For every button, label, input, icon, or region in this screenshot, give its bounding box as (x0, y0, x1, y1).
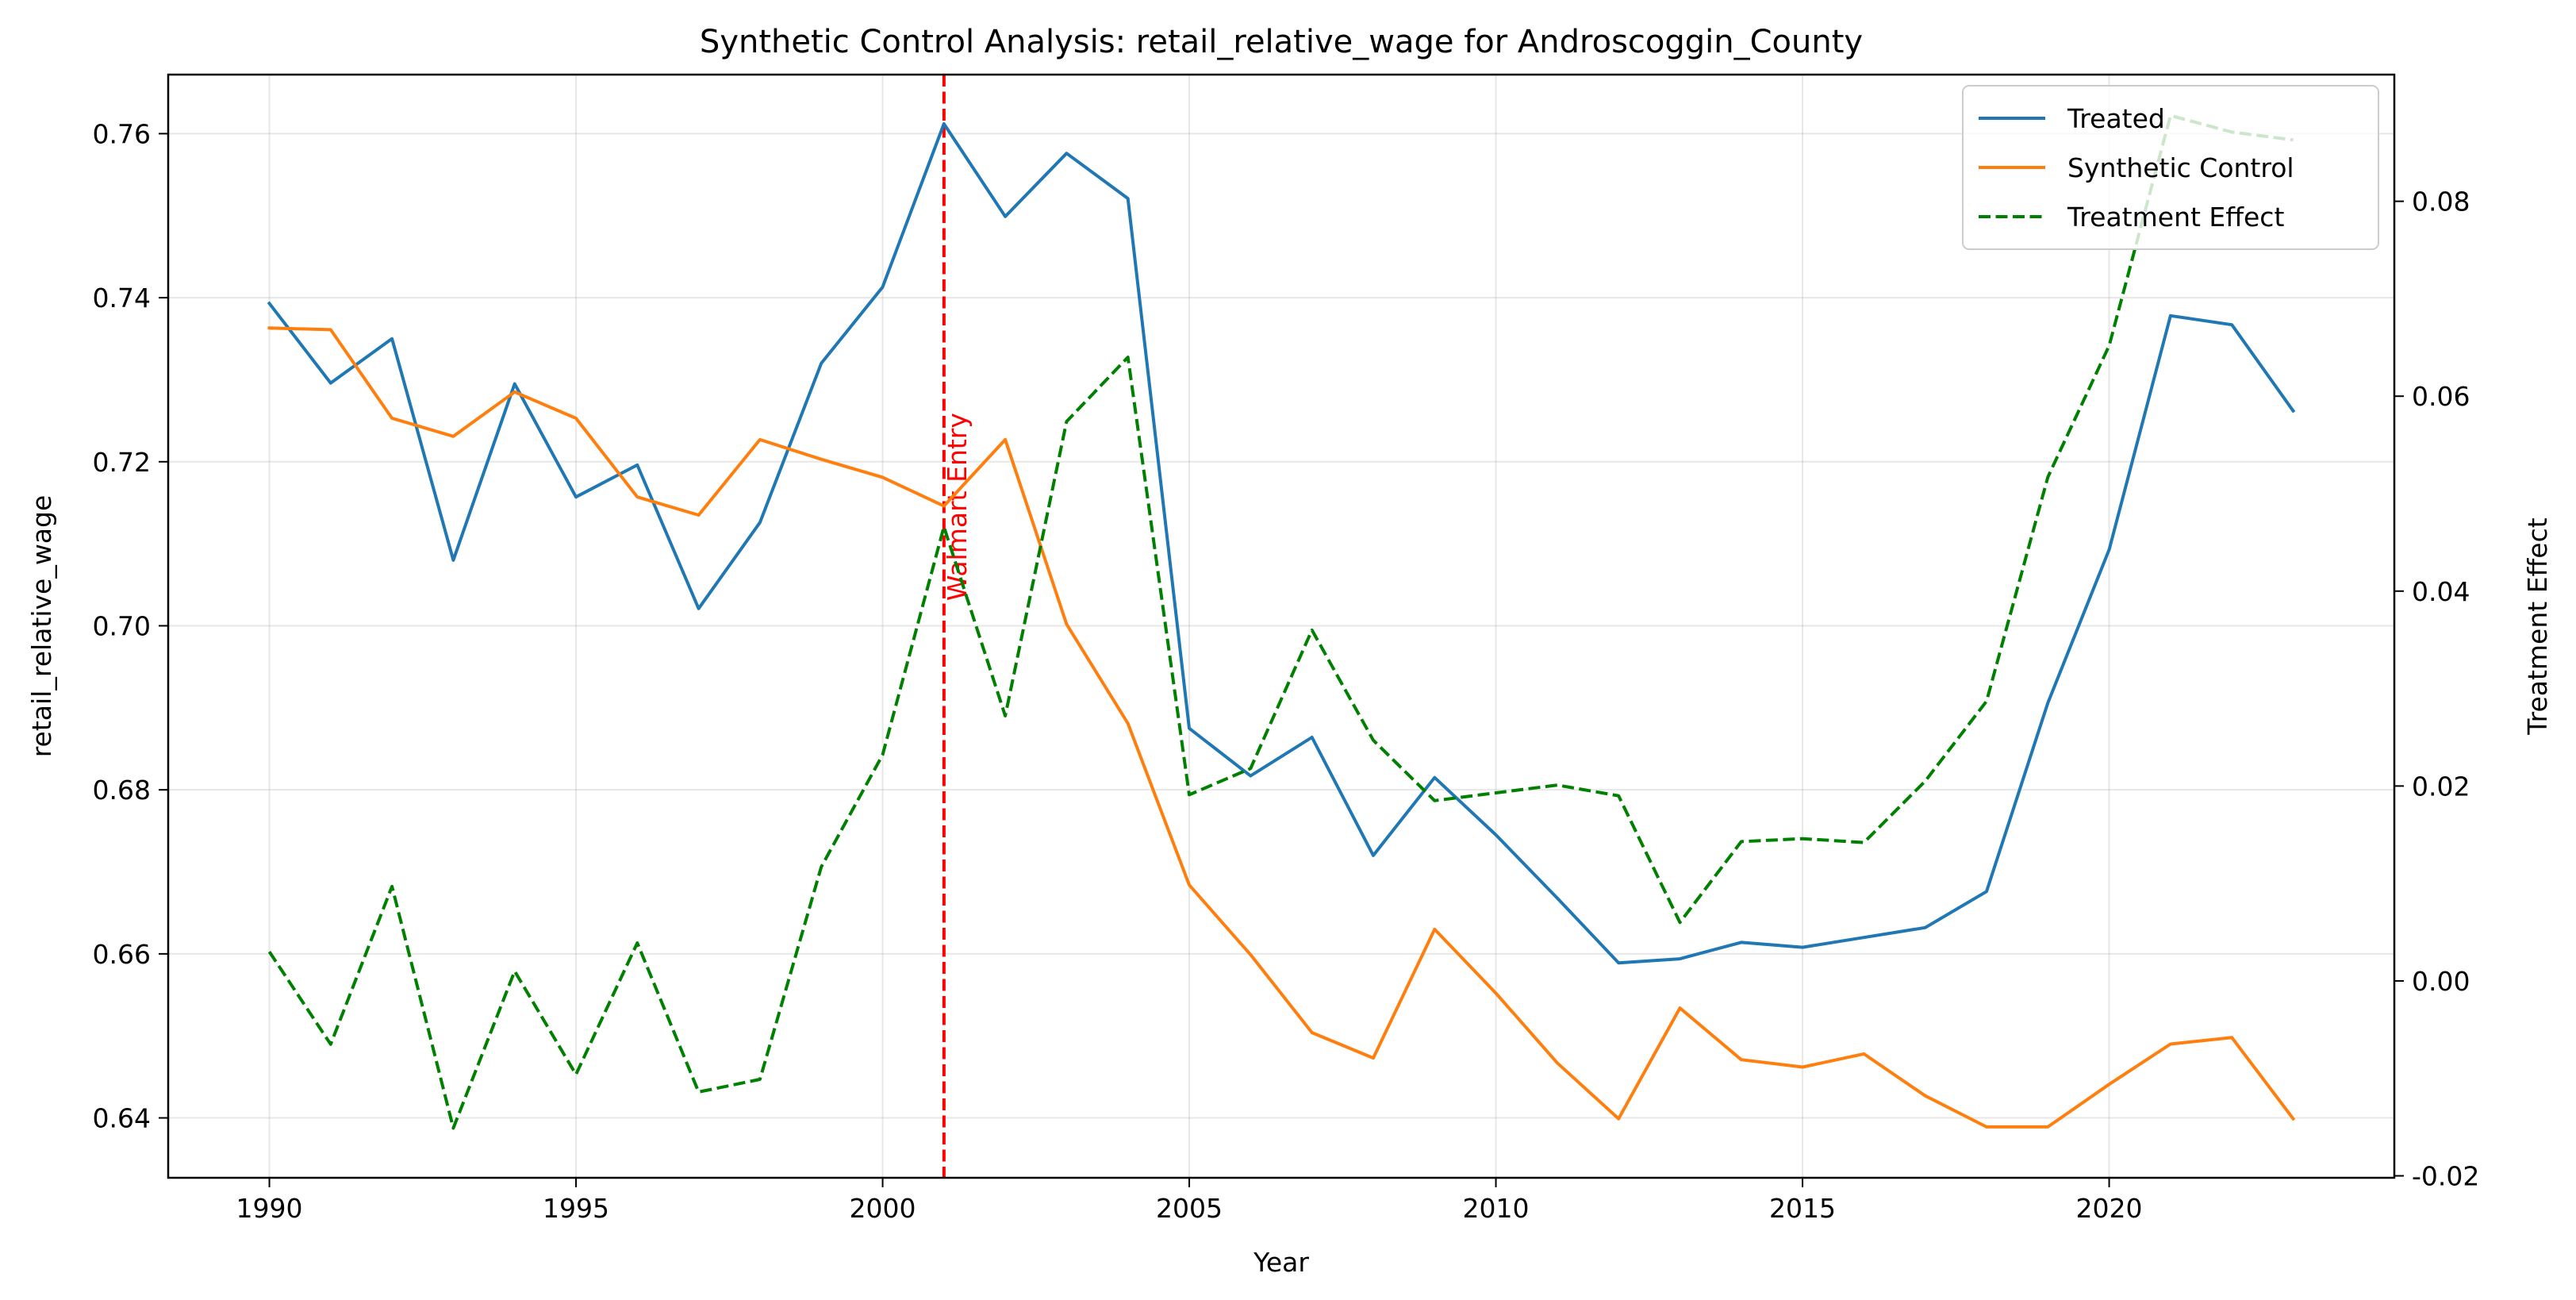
legend: Treated Synthetic Control Treatment Effect (1962, 85, 2379, 250)
y2-tick-label: -0.02 (2412, 1161, 2479, 1192)
axes: 1990 1995 2000 2005 2010 2015 2020 0.64 0.66 0.68… (93, 118, 2480, 1224)
y2-tick-label: 0.04 (2412, 576, 2470, 607)
y2-axis-label: Treatment Effect (2522, 517, 2553, 735)
y-tick-label: 0.66 (93, 939, 151, 970)
y2-tick-label: 0.02 (2412, 771, 2470, 802)
chart-title: Synthetic Control Analysis: retail_relat… (700, 24, 1863, 60)
legend-item-label: Treatment Effect (2067, 202, 2284, 233)
x-axis-label: Year (1253, 1247, 1309, 1278)
series-lines (267, 113, 2296, 1130)
legend-box (1962, 85, 2379, 250)
y-tick-label: 0.72 (93, 447, 151, 478)
x-tick-label: 1995 (543, 1193, 609, 1224)
legend-item-label: Synthetic Control (2067, 152, 2294, 183)
series-line-treatment-effect (267, 113, 2294, 1130)
x-tick-label: 2020 (2076, 1193, 2143, 1224)
y2-tick-label: 0.00 (2412, 966, 2470, 997)
walmart-entry-label: Walmart Entry (942, 413, 973, 601)
grid (168, 75, 2394, 1178)
y-tick-label: 0.64 (93, 1103, 151, 1134)
y2-tick-label: 0.08 (2412, 187, 2470, 217)
x-tick-label: 2015 (1769, 1193, 1836, 1224)
legend-item-label: Treated (2067, 103, 2165, 134)
series-line-treated (267, 122, 2296, 965)
y2-tick-label: 0.06 (2412, 381, 2470, 412)
x-tick-label: 2000 (850, 1193, 916, 1224)
y-tick-label: 0.68 (93, 775, 151, 806)
y-tick-label: 0.74 (93, 283, 151, 313)
y-axis-label: retail_relative_wage (26, 495, 57, 758)
x-tick-label: 1990 (236, 1193, 303, 1224)
x-tick-label: 2010 (1463, 1193, 1530, 1224)
series-line-synthetic-control (267, 326, 2296, 1129)
y-tick-label: 0.70 (93, 610, 151, 641)
y-tick-label: 0.76 (93, 118, 151, 149)
x-tick-label: 2005 (1156, 1193, 1223, 1224)
